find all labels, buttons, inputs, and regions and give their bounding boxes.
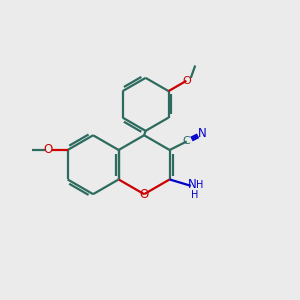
Text: C: C: [183, 136, 190, 146]
Text: H: H: [191, 190, 199, 200]
Text: N: N: [197, 127, 206, 140]
Text: H: H: [196, 180, 203, 190]
Text: O: O: [44, 143, 53, 157]
Text: O: O: [182, 76, 191, 86]
Text: N: N: [188, 178, 197, 191]
Text: O: O: [139, 188, 148, 201]
